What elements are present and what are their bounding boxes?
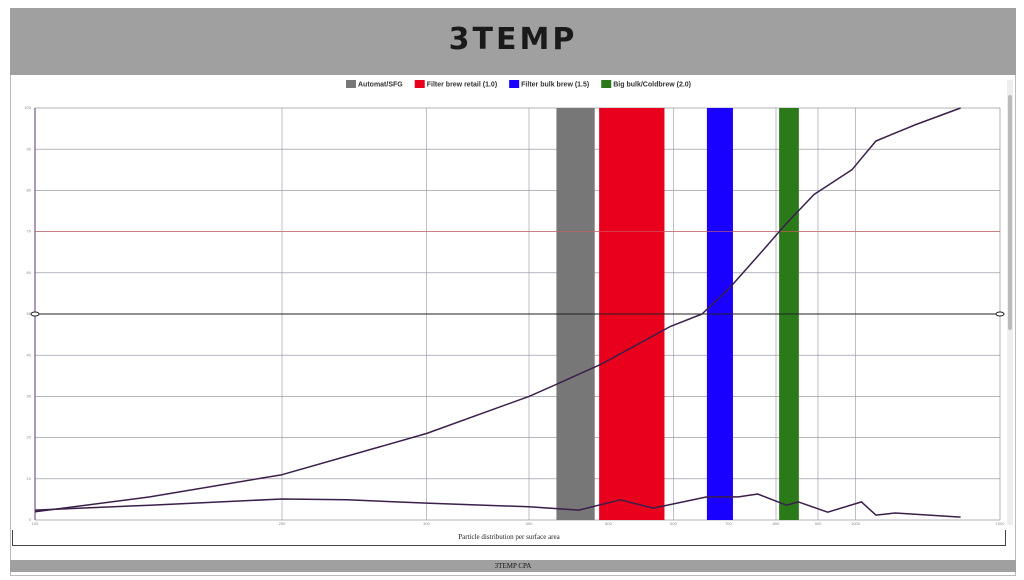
x-tick-label: 100 (32, 521, 39, 526)
y-tick-label: 60 (27, 270, 32, 275)
footer: 3TEMP CPA (10, 560, 1016, 572)
legend-label: Big bulk/Coldbrew (2.0) (613, 81, 691, 88)
y-tick-label: 50 (27, 311, 32, 316)
x-tick-label: 800 (773, 521, 780, 526)
legend-label: Automat/SFG (358, 81, 403, 88)
x-tick-label: 1000 (851, 521, 861, 526)
y-tick-label: 70 (27, 229, 32, 234)
x-tick-label: 200 (279, 521, 286, 526)
x-tick-label: 400 (526, 521, 533, 526)
y-tick-label: 100 (24, 105, 31, 110)
x-tick-label: 500 (605, 521, 612, 526)
legend-swatch (346, 80, 356, 88)
y-tick-label: 90 (27, 146, 32, 151)
y-tick-label: 40 (27, 352, 32, 357)
x-tick-label: 300 (423, 521, 430, 526)
legend-swatch (601, 80, 612, 88)
caption: Particle distribution per surface area (12, 530, 1006, 546)
legend-label: Filter bulk brew (1.5) (521, 81, 589, 88)
logo: 3TEMP (448, 22, 578, 57)
data-line (34, 107, 961, 513)
marker-handle (30, 311, 40, 317)
y-tick-label: 30 (27, 393, 32, 398)
y-tick-label: 20 (27, 435, 32, 440)
legend-label: Filter brew retail (1.0) (427, 81, 497, 88)
y-tick-label: 80 (27, 187, 32, 192)
legend-swatch (414, 80, 425, 88)
x-tick-label: 1500 (996, 521, 1006, 526)
y-tick-label: 0 (29, 517, 32, 522)
x-tick-label: 700 (725, 521, 732, 526)
marker-handle (995, 311, 1005, 317)
chart: 0 10 20 30 40 50 60 70 80 90 100 100 200 300 400 500 600… (24, 80, 1013, 526)
header: 3TEMP (10, 8, 1016, 75)
x-tick-label: 600 (670, 521, 677, 526)
data-line (34, 493, 961, 518)
scrollbar-thumb (1008, 95, 1012, 330)
x-tick-label: 900 (815, 521, 822, 526)
legend-swatch (509, 80, 520, 88)
y-tick-label: 10 (27, 476, 32, 481)
